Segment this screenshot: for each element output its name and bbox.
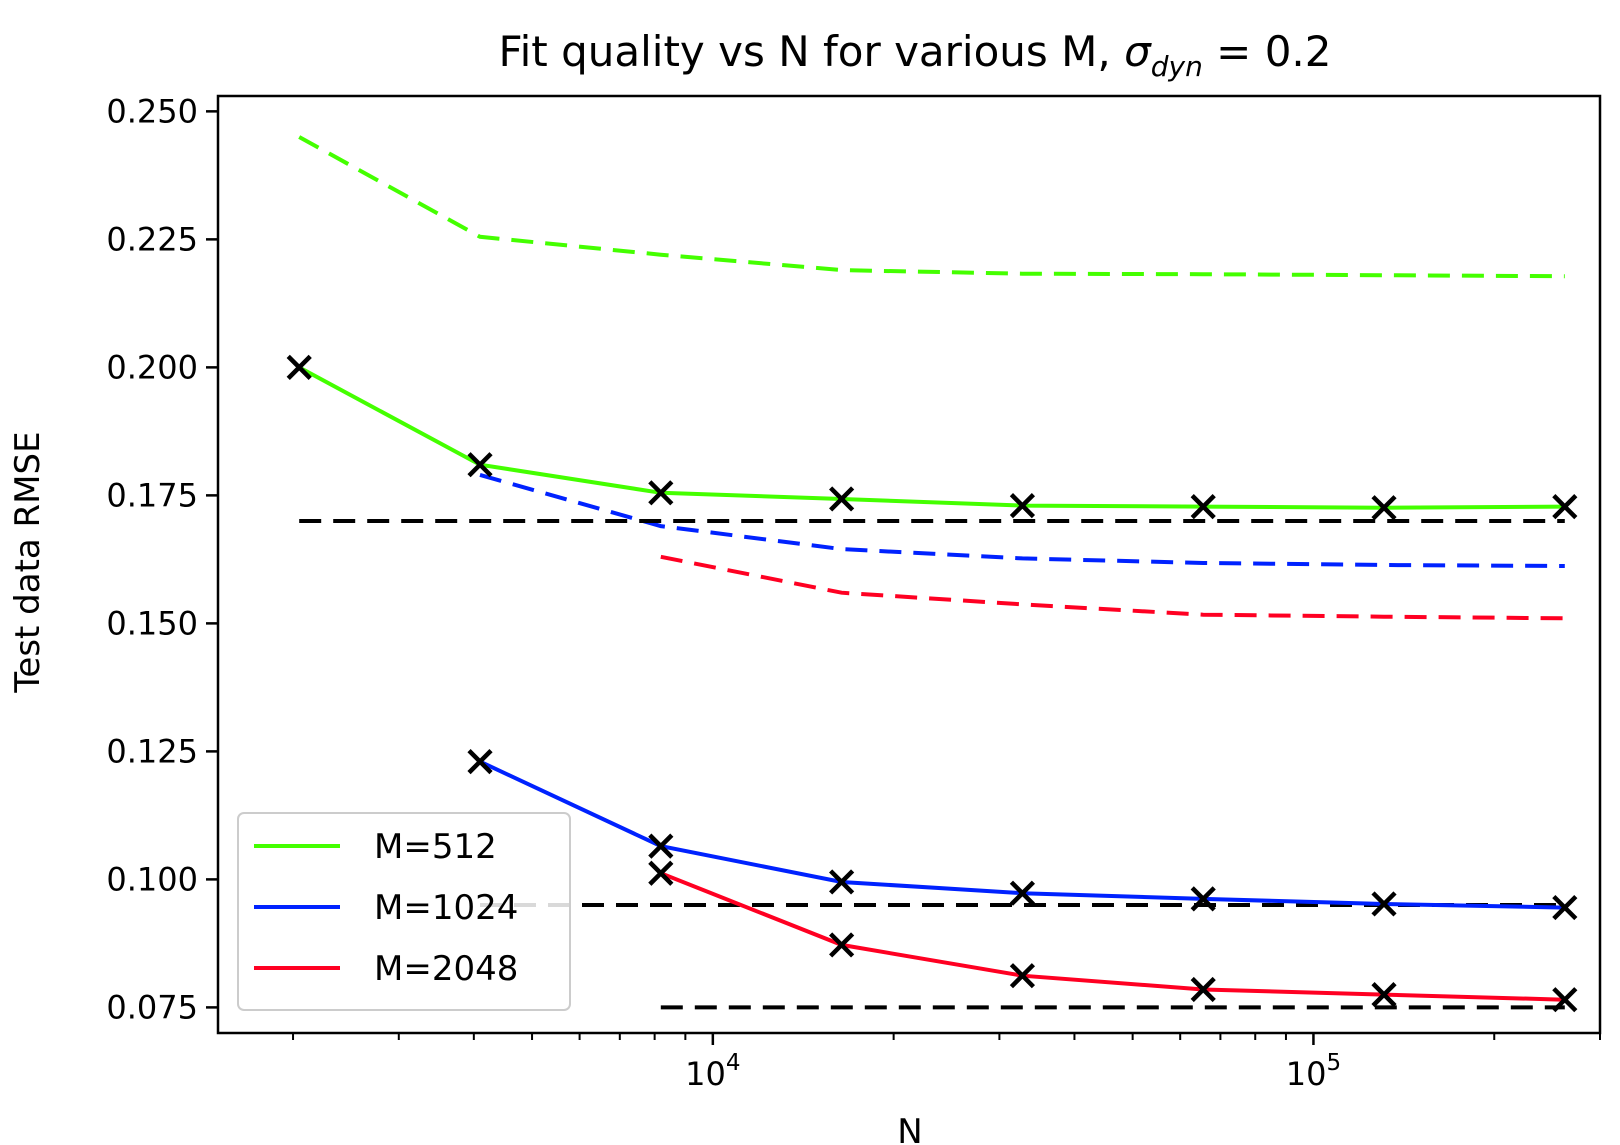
series-line-2 xyxy=(660,871,1565,1002)
series-2-marker-0 xyxy=(648,860,674,886)
x-tick-label-0: 104 xyxy=(685,1050,740,1093)
chart-title-prefix: Fit quality vs N for various M, xyxy=(499,27,1125,76)
series-line-1 xyxy=(479,759,1565,910)
series-0-marker-5 xyxy=(1190,494,1216,520)
chart-title-subscript: dyn xyxy=(1151,50,1203,83)
series-2-marker-1 xyxy=(829,932,855,958)
x-axis-label: N xyxy=(897,1112,922,1145)
y-axis-label: Test data RMSE xyxy=(8,431,48,693)
y-tick-label-0: 0.075 xyxy=(106,988,198,1026)
series-0-marker-4 xyxy=(1009,493,1036,519)
legend: M=512 M=1024 M=2048 xyxy=(237,812,571,1011)
series-1-marker-3 xyxy=(1009,880,1036,906)
legend-box xyxy=(237,812,571,1011)
series-2-marker-2 xyxy=(1009,963,1036,989)
y-tick-label-5: 0.200 xyxy=(106,348,198,386)
x-tick-label-exponent-0: 4 xyxy=(726,1050,741,1076)
series-2-marker-5 xyxy=(1552,987,1578,1013)
plot-area: 0.075 0.100 0.125 0.150 0.175 0.200 0.225 0.250… xyxy=(106,92,1602,1093)
y-tick-label-6: 0.225 xyxy=(106,220,198,258)
x-tick-label-base-1: 10 xyxy=(1286,1055,1327,1093)
y-tick-label-3: 0.150 xyxy=(106,604,198,642)
y-tick-label-7: 0.250 xyxy=(106,92,198,130)
legend-label-2: M=2048 xyxy=(374,949,518,989)
dashed-line-1 xyxy=(479,472,1565,568)
series-1-marker-6 xyxy=(1552,894,1578,921)
y-tick-label-4: 0.175 xyxy=(106,476,198,514)
chart-title: Fit quality vs N for various M, σdyn = 0… xyxy=(499,27,1332,83)
series-1-marker-1 xyxy=(648,833,674,859)
series-0-marker-7 xyxy=(1552,494,1578,520)
chart-title-suffix: = 0.2 xyxy=(1203,27,1332,76)
series-0-marker-1 xyxy=(467,452,493,478)
x-tick-label-base-0: 10 xyxy=(685,1055,726,1093)
series-1-marker-2 xyxy=(829,869,855,895)
dashed-line-2 xyxy=(660,554,1565,621)
series-2-marker-4 xyxy=(1371,982,1397,1008)
series-1-marker-5 xyxy=(1371,891,1397,917)
series-1-marker-4 xyxy=(1190,886,1216,912)
dashed-line-0 xyxy=(298,135,1565,279)
x-tick-label-exponent-1: 5 xyxy=(1326,1050,1341,1076)
legend-label-1: M=1024 xyxy=(374,888,518,928)
x-tick-label-1: 105 xyxy=(1286,1050,1341,1093)
series-0-marker-0 xyxy=(286,354,312,380)
y-tick-label-1: 0.100 xyxy=(106,860,198,898)
series-line-0 xyxy=(298,365,1565,510)
series-2-marker-3 xyxy=(1190,976,1216,1003)
series-0-marker-3 xyxy=(829,486,855,512)
series-0-marker-6 xyxy=(1371,495,1397,521)
y-tick-label-2: 0.125 xyxy=(106,732,198,770)
chart-title-symbol: σ xyxy=(1124,27,1152,76)
series-0-marker-2 xyxy=(648,480,674,506)
series-1-marker-0 xyxy=(467,749,493,775)
legend-label-0: M=512 xyxy=(374,827,497,867)
plot-frame xyxy=(216,94,1602,1035)
